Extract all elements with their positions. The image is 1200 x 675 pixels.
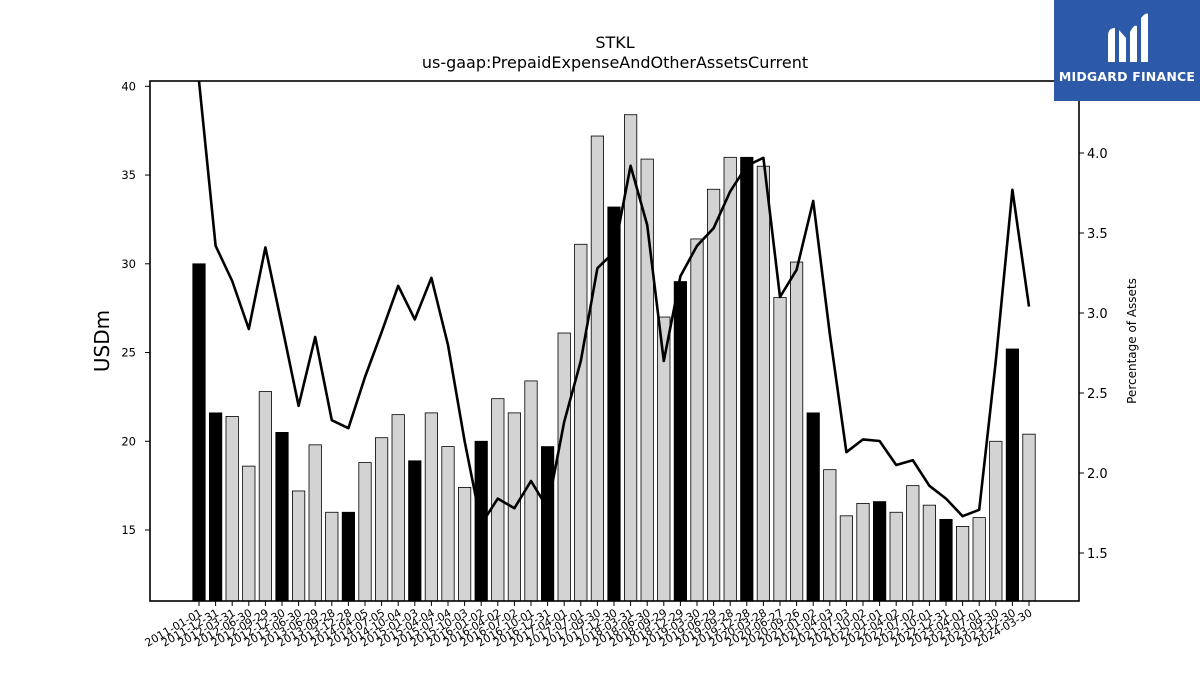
bar-2019-06-29	[707, 188, 721, 602]
bar-2019-12-28	[740, 156, 754, 602]
bar-2013-09-28	[325, 511, 339, 602]
bar-2023-09-30	[989, 440, 1003, 602]
midgard-logo-icon	[1108, 13, 1148, 63]
bar-2016-12-31	[541, 446, 555, 602]
bar-2012-09-29	[258, 391, 273, 602]
bar-2021-10-02	[856, 502, 870, 602]
bar-2022-07-02	[906, 485, 920, 602]
bar-2019-03-30	[690, 238, 704, 602]
bar-2024-03-30	[1022, 433, 1036, 602]
bar-2019-09-28	[723, 156, 737, 602]
y-tick-label: 35	[121, 168, 136, 182]
bar-2014-07-05	[374, 437, 389, 602]
bar-2020-03-28	[756, 165, 771, 602]
percentage-line	[197, 81, 1031, 526]
bar-2021-01-02	[806, 412, 820, 602]
bar-2022-12-31	[939, 518, 953, 602]
bar-2013-06-29	[308, 444, 322, 602]
chart-subtitle: us-gaap:PrepaidExpenseAndOtherAssetsCurr…	[422, 53, 808, 72]
bar-2022-04-02	[889, 511, 903, 602]
bar-2015-04-04	[424, 412, 439, 602]
x-axis: 2011-01-012011-12-312012-03-312012-06-30…	[143, 601, 1035, 650]
y2-tick-label: 2.5	[1087, 387, 1108, 402]
y-tick-label: 15	[121, 523, 136, 537]
bar-2023-04-01	[956, 526, 970, 602]
chart-title: STKL	[595, 33, 634, 52]
bar-2017-07-01	[574, 243, 588, 602]
bar-2012-12-30	[275, 431, 289, 602]
bar-2016-10-01	[524, 380, 538, 602]
bar-2021-04-03	[823, 469, 837, 602]
bar-2011-12-31	[208, 412, 223, 602]
y2-tick-label: 2.0	[1087, 467, 1108, 482]
bar-2015-01-03	[408, 460, 422, 602]
y-axis-label: USDm	[90, 310, 114, 372]
y-axis-right: 1.5 2.0 2.5 3.0 3.5 4.0	[1079, 147, 1108, 562]
bar-2014-04-05	[358, 462, 372, 602]
y2-axis-label: Percentage of Assets	[1125, 278, 1139, 404]
bar-2020-06-27	[773, 297, 787, 602]
y-axis-left: 15 20 25 30 35 40	[121, 79, 150, 537]
bar-2022-10-01	[922, 504, 937, 602]
brand-logo: MIDGARD FINANCE	[1054, 0, 1200, 101]
bar-2013-06-30	[291, 490, 306, 602]
y2-tick-label: 3.0	[1087, 307, 1108, 322]
bar-2020-09-26	[790, 261, 804, 602]
bar-2017-04-01	[557, 332, 571, 602]
bar-2013-12-28	[341, 511, 356, 602]
bar-2015-07-04	[441, 446, 455, 602]
bar-2021-07-03	[839, 515, 854, 602]
brand-name: MIDGARD FINANCE	[1058, 69, 1196, 84]
bar-2022-01-01	[873, 501, 887, 602]
y-tick-label: 25	[121, 346, 136, 360]
y-tick-label: 20	[121, 434, 136, 448]
bar-2015-10-03	[457, 487, 472, 602]
bar-2023-07-01	[972, 517, 986, 602]
y2-tick-label: 1.5	[1087, 547, 1108, 562]
bar-2023-12-30	[1005, 348, 1020, 602]
y2-tick-label: 4.0	[1087, 147, 1108, 162]
bar-2012-03-31	[225, 416, 239, 602]
bar-2017-12-30	[607, 206, 621, 602]
line-group	[197, 81, 1031, 526]
bar-2014-10-04	[391, 414, 405, 602]
y2-tick-label: 3.5	[1087, 227, 1108, 242]
y-tick-label: 40	[121, 79, 136, 93]
bar-2018-12-29	[673, 281, 688, 602]
bar-2017-09-30	[590, 135, 605, 602]
bar-2012-06-30	[242, 465, 256, 602]
y-tick-label: 30	[121, 257, 136, 271]
bar-2011-01-01	[192, 263, 206, 602]
